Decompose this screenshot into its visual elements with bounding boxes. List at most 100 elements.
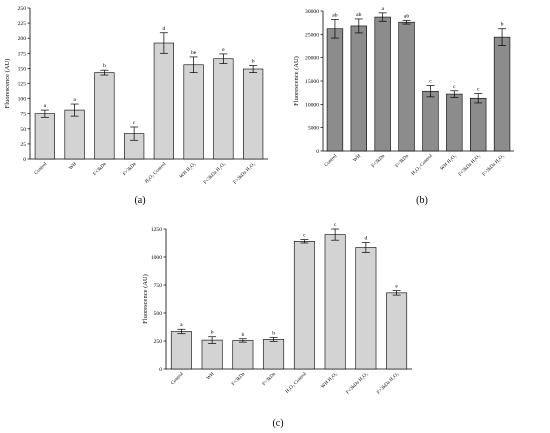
y-tick-label: 0: [159, 367, 162, 373]
significance-letter: d: [162, 26, 165, 32]
x-category-label: F>3kDa H₂O₂: [233, 162, 257, 186]
significance-letter: d: [364, 235, 367, 241]
significance-letter: a: [44, 103, 47, 109]
y-tick-label: 75: [20, 112, 26, 118]
x-category-label: WH: [353, 154, 363, 164]
y-tick-label: 125: [18, 82, 27, 88]
panel-label: (c): [272, 418, 283, 429]
significance-letter: c: [133, 120, 136, 126]
x-category-label: F<3kDa H₂O₂: [203, 162, 227, 186]
bar: [34, 113, 55, 160]
x-category-label: Control: [170, 371, 185, 386]
bar: [324, 234, 346, 370]
significance-letter: ab: [356, 12, 361, 18]
y-tick-label: 50: [20, 127, 26, 133]
significance-letter: ab: [404, 13, 409, 19]
y-tick-label: 500: [154, 311, 163, 317]
bar: [398, 21, 415, 152]
bar: [374, 16, 391, 152]
bar: [232, 340, 254, 370]
y-tick-label: 250: [18, 6, 27, 12]
chart-panel-c: 0 250 500 750 1000 1250 Fluorescence (AU) a Cont…: [142, 222, 412, 429]
x-category-label: F>3kDa: [262, 371, 278, 387]
bar: [293, 241, 315, 370]
y-tick-label: 25000: [305, 32, 319, 38]
x-category-label: F>3kDa H₂O₂: [376, 372, 400, 396]
chart-panel-b: 0 5000 10000 15000 20000 25000 30000 Fluorescen…: [293, 6, 514, 206]
significance-letter: a: [381, 6, 384, 12]
bar: [326, 28, 344, 152]
bar: [243, 68, 264, 160]
y-tick-label: 0: [23, 157, 26, 163]
significance-letter: c: [429, 79, 432, 85]
y-axis-label: Fluorescence (AU): [4, 59, 11, 109]
y-tick-label: 0: [316, 149, 319, 155]
significance-letter: a: [73, 97, 76, 103]
significance-letter: b: [211, 330, 214, 336]
chart-panel-a: 0 25 50 75 100 125 150 175 200 225 250 Fluorescence…: [4, 6, 268, 206]
x-category-label: H₂O₂ Control: [285, 371, 308, 394]
x-category-label: F<3kDa: [231, 371, 247, 387]
bar: [170, 331, 192, 370]
bar: [263, 339, 285, 370]
panel-label: (a): [134, 195, 145, 206]
x-category-label: F>3kDa: [122, 161, 138, 177]
bar: [183, 64, 204, 160]
y-tick-label: 20000: [305, 56, 319, 62]
significance-letter: be: [191, 50, 197, 56]
bar: [493, 36, 511, 152]
x-category-label: H₂O₂ Control: [411, 153, 434, 176]
bar: [422, 90, 439, 152]
y-tick-label: 15000: [305, 79, 319, 85]
x-category-label: WH: [206, 372, 216, 382]
significance-letter: a: [180, 322, 183, 328]
x-category-label: Control: [324, 153, 339, 168]
y-axis-label: Fluorescence (AU): [142, 274, 149, 324]
significance-letter: c: [303, 233, 306, 239]
x-category-label: F>3kDa H₂O₂: [482, 154, 506, 178]
y-tick-label: 1250: [151, 227, 162, 233]
x-category-label: H₂O₂ Control: [144, 161, 167, 184]
y-tick-label: 25: [20, 142, 26, 148]
x-category-label: WH: [69, 162, 79, 172]
bar: [446, 93, 463, 152]
significance-letter: b: [272, 330, 275, 336]
bar: [355, 247, 377, 370]
panel-label: (b): [416, 195, 428, 206]
significance-letter: b: [103, 63, 106, 69]
x-category-label: F<3kDa H₂O₂: [458, 154, 482, 178]
x-category-label: F<3kDa: [93, 161, 109, 177]
y-tick-label: 225: [18, 21, 27, 27]
y-axis-label: Fluorescence (AU): [293, 56, 300, 106]
y-tick-label: 5000: [308, 126, 319, 132]
significance-letter: c: [477, 87, 480, 93]
bar: [64, 109, 85, 160]
significance-letter: c: [334, 222, 337, 228]
bar: [213, 58, 234, 160]
x-category-label: WH H₂O₂: [440, 154, 458, 172]
bar: [386, 292, 408, 370]
x-category-label: F<3kDa: [371, 153, 387, 169]
x-category-label: WH H₂O₂: [179, 162, 197, 180]
y-tick-label: 175: [18, 51, 27, 57]
y-tick-label: 1000: [151, 255, 162, 261]
significance-letter: e: [395, 284, 398, 290]
significance-letter: ab: [332, 12, 337, 18]
bar: [94, 72, 115, 160]
x-category-label: Control: [34, 161, 49, 176]
y-tick-label: 30000: [305, 9, 319, 15]
significance-letter: b: [501, 22, 504, 28]
x-category-label: WH H₂O₂: [321, 372, 339, 390]
y-tick-label: 150: [18, 66, 27, 72]
bar: [201, 339, 223, 370]
bar: [350, 25, 367, 152]
significance-letter: b: [252, 58, 255, 64]
bar: [153, 42, 174, 160]
significance-letter: b: [241, 332, 244, 338]
significance-letter: e: [222, 47, 225, 53]
significance-letter: c: [453, 84, 456, 90]
y-tick-label: 750: [154, 283, 163, 289]
x-category-label: F<3kDa H₂O₂: [346, 372, 370, 396]
y-tick-label: 250: [154, 339, 163, 345]
